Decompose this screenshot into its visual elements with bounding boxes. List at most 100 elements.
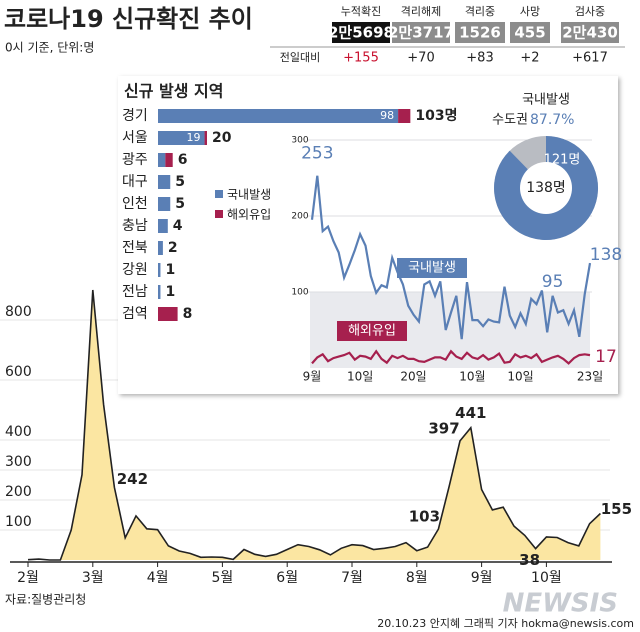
total-label: 20 [212,130,232,146]
y-tick-label: 800 [5,304,32,320]
data-label: 397 [428,419,459,437]
donut-total: 138명 [526,180,566,196]
subtitle: 0시 기준, 단위:명 [5,41,94,55]
data-label: 253 [301,144,333,164]
source: 자료:질병관리청 [5,593,86,607]
bar [158,263,161,277]
total-label: 1 [165,262,175,278]
bar [158,197,171,211]
stat-label: 격리해제 [401,4,441,18]
x-tick-label: 10월 [531,570,562,586]
bar [158,219,168,233]
bar-label: 98 [380,109,394,122]
y-tick-label: 100 [291,288,308,298]
stat-value: 455 [514,24,545,42]
total-label: 5 [175,174,185,190]
y-tick-label: 400 [5,424,32,440]
stat-label: 격리중 [465,5,495,18]
bar-label: 19 [187,131,201,144]
line [310,175,592,340]
data-label: 17 [595,347,617,367]
inset-title: 신규 발생 지역 [124,82,223,101]
category-label: 광주 [122,152,148,168]
x-tick-label: 5월 [212,570,234,586]
legend-swatch [215,210,223,218]
total-label: 8 [183,306,193,322]
total-label: 1 [165,284,175,300]
stat-box [510,22,550,43]
watermark: NEWSIS [503,589,618,619]
category-label: 대구 [122,174,148,190]
data-label: 441 [455,404,486,422]
stat-label: 누적확진 [341,5,381,18]
area-fill [28,290,601,560]
series-label: 해외유입 [348,324,396,339]
total-label: 5 [175,196,185,212]
x-tick-label: 10일 [507,370,533,384]
stat-value: 2만3717 [388,24,454,42]
bar [165,153,173,167]
x-tick-label: 3월 [82,570,104,586]
stat-change: +70 [407,51,434,66]
bar [158,285,161,299]
stat-value: 2만5698 [328,24,394,42]
y-tick-label: 100 [5,514,32,530]
stat-label: 사망 [520,5,540,18]
stat-change: +155 [343,51,379,66]
line [311,349,591,365]
bar [158,241,163,255]
stat-value: 2만430 [562,24,618,42]
x-tick-label: 8월 [406,570,428,586]
stat-label: 검사중 [575,5,605,18]
stat-change: +617 [572,51,608,66]
y-tick-label: 200 [291,212,308,222]
x-tick-label: 4월 [147,570,169,586]
bar [158,153,166,167]
series-tag [337,321,407,341]
stat-value: 1526 [459,24,501,42]
y-tick-label: 600 [5,364,32,380]
data-label: 95 [542,272,564,292]
data-label: 155 [601,500,632,518]
category-label: 충남 [122,218,148,234]
bar [158,307,178,321]
category-label: 경기 [122,108,148,124]
legend-label: 국내발생 [227,188,271,202]
series-label: 국내발생 [408,261,456,276]
category-label: 서울 [122,130,148,146]
donut-title: 국내발생 [522,93,570,108]
x-tick-label: 6월 [276,570,298,586]
category-label: 전남 [122,284,148,300]
x-tick-label: 7월 [341,570,363,586]
data-label: 138 [590,245,622,265]
stat-change: +83 [466,51,493,66]
x-tick-label: 10일 [347,370,373,384]
stat-change: +2 [520,51,539,66]
donut-label: 수도권 [492,113,528,128]
category-label: 강원 [122,262,148,278]
legend-label: 해외유입 [227,208,271,222]
bar [398,109,411,123]
bar [158,109,399,123]
donut-part: 121명 [544,153,581,168]
area-line [27,289,601,561]
stat-box [561,22,619,43]
data-label: 242 [117,470,148,488]
x-tick-label: 10월 [459,370,485,384]
x-tick-label: 9월 [303,370,322,384]
credit: 20.10.23 안지혜 그래픽 기자 hokma@newsis.com [377,617,634,630]
category-label: 전북 [122,240,148,256]
stat-box [455,22,505,43]
category-label: 검역 [122,306,148,322]
total-label: 2 [168,240,178,256]
title: 코로나19 신규확진 추이 [4,5,253,33]
x-tick-label: 2월 [17,570,39,586]
total-label: 4 [173,218,183,234]
x-tick-label: 9월 [471,570,493,586]
y-tick-label: 200 [5,484,32,500]
total-label: 6 [178,152,188,168]
bar [158,175,171,189]
stats-table: 누적확진 2만5698 +155 격리해제 2만3717 +70 격리중 1526 +83 사망 4… [270,4,625,66]
